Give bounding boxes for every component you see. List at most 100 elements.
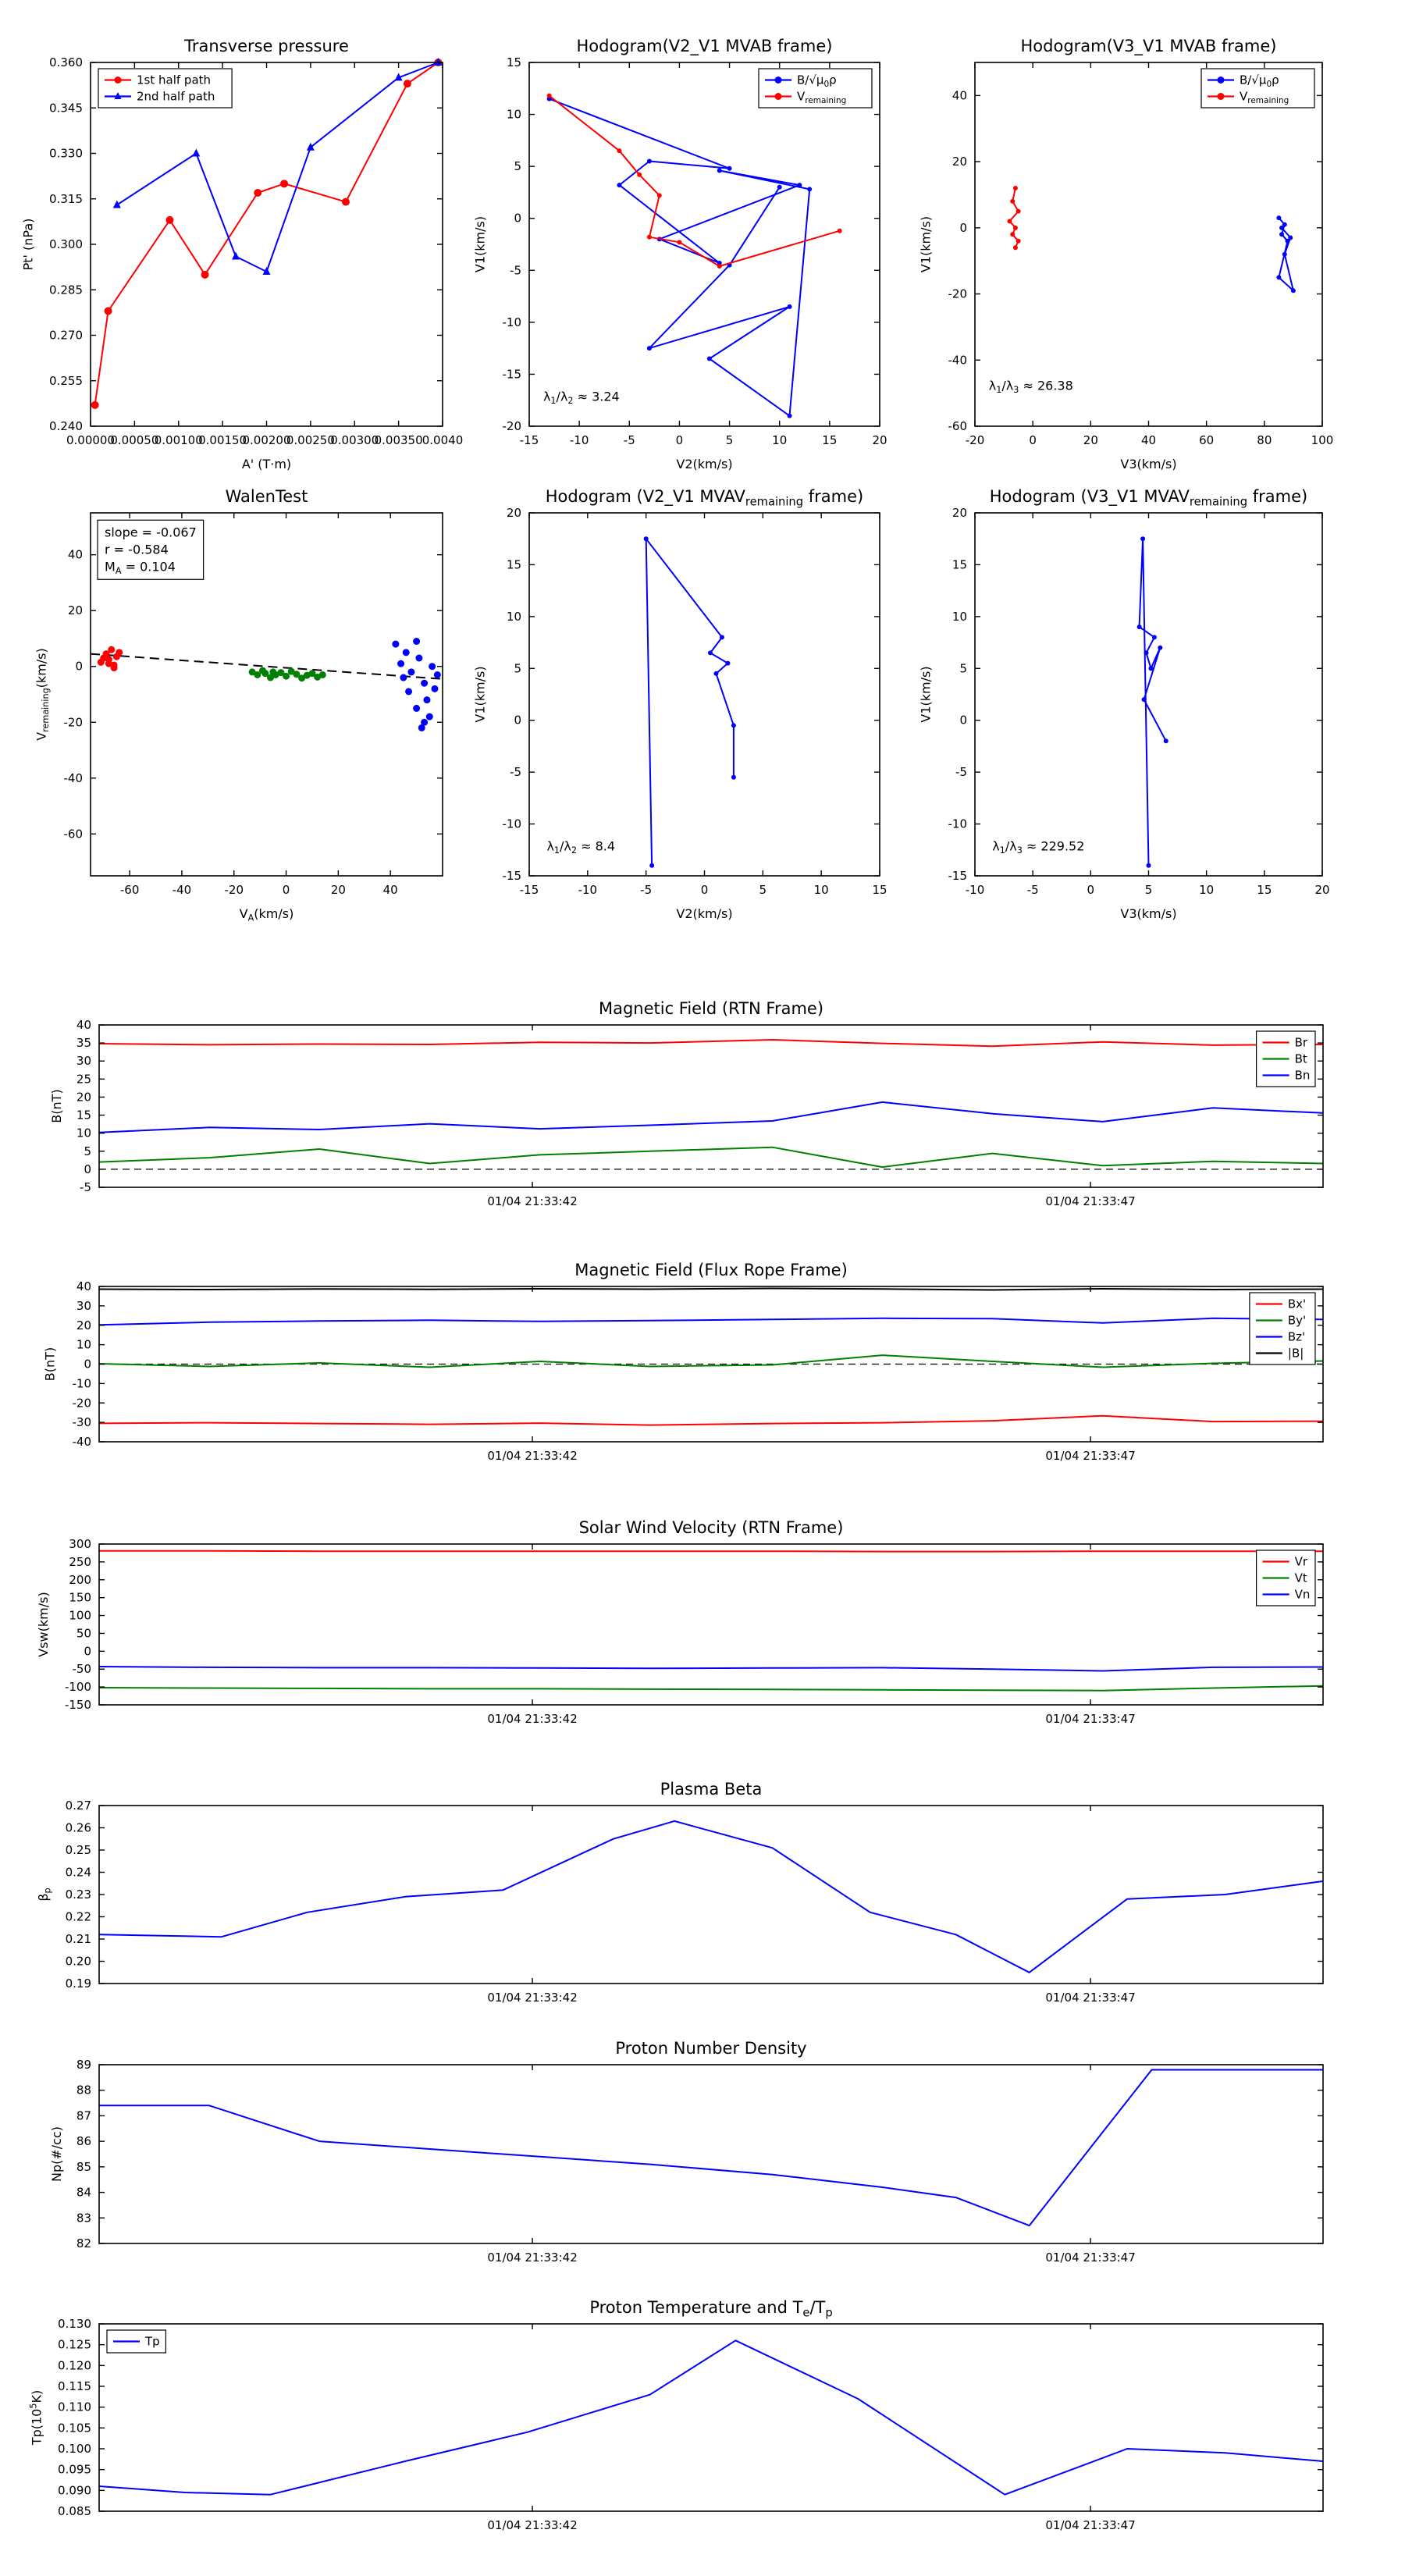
svg-text:89: 89	[76, 2058, 91, 2072]
svg-text:10: 10	[952, 610, 967, 624]
svg-text:0.27: 0.27	[66, 1799, 91, 1813]
svg-text:0: 0	[75, 660, 83, 674]
svg-text:-5: -5	[955, 765, 967, 779]
svg-text:0: 0	[84, 1644, 91, 1658]
svg-text:0.00000: 0.00000	[66, 433, 115, 447]
svg-text:5: 5	[84, 1144, 91, 1158]
svg-text:MA = 0.104: MA = 0.104	[105, 559, 176, 576]
svg-text:40: 40	[952, 88, 967, 102]
svg-text:0: 0	[514, 212, 521, 226]
svg-text:λ1/λ3 ≈ 26.38: λ1/λ3 ≈ 26.38	[989, 378, 1073, 395]
svg-text:0.255: 0.255	[49, 374, 83, 388]
svg-text:V2(km/s): V2(km/s)	[676, 457, 732, 471]
svg-text:5: 5	[726, 433, 734, 447]
svg-text:0: 0	[701, 883, 709, 897]
svg-text:0.130: 0.130	[58, 2317, 91, 2331]
svg-text:30: 30	[76, 1299, 91, 1313]
svg-text:0.26: 0.26	[66, 1821, 91, 1835]
svg-text:-20: -20	[224, 883, 244, 897]
svg-text:0.285: 0.285	[49, 283, 83, 297]
svg-text:25: 25	[76, 1072, 91, 1086]
svg-text:-5: -5	[1027, 883, 1039, 897]
svg-text:B/√μ0ρ: B/√μ0ρ	[797, 73, 837, 89]
svg-text:0.090: 0.090	[58, 2483, 91, 2497]
svg-text:0.315: 0.315	[49, 192, 83, 206]
svg-text:01/04 21:33:42: 01/04 21:33:42	[487, 2518, 577, 2532]
svg-text:Hodogram (V3_V1 MVAVremaining: Hodogram (V3_V1 MVAVremaining frame)	[990, 487, 1307, 509]
svg-text:87: 87	[76, 2108, 91, 2122]
svg-text:-50: -50	[73, 1662, 92, 1676]
svg-text:Vremaining: Vremaining	[797, 90, 846, 105]
svg-text:0.270: 0.270	[49, 329, 83, 343]
svg-text:20: 20	[872, 433, 887, 447]
svg-text:By': By'	[1288, 1314, 1306, 1328]
svg-text:0.00050: 0.00050	[110, 433, 158, 447]
svg-text:-40: -40	[948, 353, 968, 367]
chart-proton-temperature: 01/04 21:33:42 01/04 21:33:47 0.085 0.090 0.…	[28, 2298, 1324, 2532]
svg-text:10: 10	[76, 1338, 91, 1352]
svg-text:35: 35	[76, 1036, 91, 1050]
svg-text:Bt: Bt	[1295, 1052, 1307, 1066]
svg-text:80: 80	[1257, 433, 1272, 447]
svg-text:V1(km/s): V1(km/s)	[473, 666, 488, 722]
svg-text:Vr: Vr	[1295, 1555, 1308, 1569]
svg-text:150: 150	[69, 1591, 91, 1605]
svg-text:0.19: 0.19	[66, 1976, 91, 1991]
svg-text:01/04 21:33:42: 01/04 21:33:42	[487, 1712, 577, 1726]
svg-text:-20: -20	[64, 715, 84, 729]
svg-text:Vn: Vn	[1295, 1588, 1311, 1602]
svg-text:0: 0	[283, 883, 290, 897]
svg-text:βp: βp	[36, 1888, 53, 1901]
svg-text:A' (T·m): A' (T·m)	[242, 457, 291, 471]
svg-text:0: 0	[959, 713, 967, 728]
svg-text:-30: -30	[73, 1415, 92, 1429]
svg-text:-60: -60	[948, 419, 968, 433]
svg-text:100: 100	[1311, 433, 1334, 447]
svg-text:λ1/λ3 ≈ 229.52: λ1/λ3 ≈ 229.52	[992, 838, 1084, 856]
svg-text:V3(km/s): V3(km/s)	[1120, 457, 1176, 471]
svg-text:0.095: 0.095	[58, 2463, 91, 2477]
svg-text:01/04 21:33:47: 01/04 21:33:47	[1045, 1991, 1135, 2005]
svg-text:0.22: 0.22	[66, 1910, 91, 1924]
svg-text:slope = -0.067: slope = -0.067	[105, 525, 197, 539]
svg-text:-10: -10	[503, 817, 522, 831]
svg-text:250: 250	[69, 1555, 91, 1569]
svg-text:01/04 21:33:47: 01/04 21:33:47	[1045, 2250, 1135, 2265]
svg-text:20: 20	[331, 883, 346, 897]
svg-text:-60: -60	[120, 883, 140, 897]
svg-text:0.300: 0.300	[49, 237, 83, 251]
svg-text:01/04 21:33:47: 01/04 21:33:47	[1045, 1449, 1135, 1463]
svg-text:0: 0	[959, 221, 967, 235]
svg-text:15: 15	[822, 433, 837, 447]
svg-text:5: 5	[514, 159, 521, 173]
svg-text:0.00350: 0.00350	[375, 433, 423, 447]
svg-text:Tp(105K): Tp(105K)	[28, 2390, 44, 2446]
svg-text:-5: -5	[510, 765, 521, 779]
svg-text:Solar Wind Velocity (RTN Frame: Solar Wind Velocity (RTN Frame)	[579, 1518, 844, 1537]
svg-text:0.00300: 0.00300	[330, 433, 379, 447]
svg-text:0: 0	[84, 1162, 91, 1176]
svg-text:-40: -40	[64, 771, 84, 785]
svg-text:λ1/λ2 ≈ 8.4: λ1/λ2 ≈ 8.4	[546, 838, 615, 856]
svg-text:Hodogram(V3_V1 MVAB frame): Hodogram(V3_V1 MVAB frame)	[1021, 37, 1277, 56]
svg-text:0.23: 0.23	[66, 1888, 91, 1902]
svg-text:|B|: |B|	[1288, 1347, 1304, 1361]
svg-text:Proton Number Density: Proton Number Density	[615, 2039, 806, 2058]
svg-text:-150: -150	[65, 1698, 91, 1712]
svg-text:Vremaining(km/s): Vremaining(km/s)	[34, 648, 52, 741]
svg-text:20: 20	[1314, 883, 1329, 897]
svg-text:0.00200: 0.00200	[242, 433, 290, 447]
svg-text:10: 10	[1199, 883, 1214, 897]
svg-text:0.20: 0.20	[66, 1955, 91, 1969]
svg-text:40: 40	[76, 1279, 91, 1293]
svg-text:20: 20	[76, 1318, 91, 1332]
svg-text:V3(km/s): V3(km/s)	[1120, 906, 1176, 921]
svg-text:01/04 21:33:42: 01/04 21:33:42	[487, 1991, 577, 2005]
svg-text:-10: -10	[578, 883, 598, 897]
svg-text:01/04 21:33:47: 01/04 21:33:47	[1045, 1194, 1135, 1208]
svg-text:0: 0	[1029, 433, 1037, 447]
svg-text:-5: -5	[80, 1180, 91, 1194]
svg-text:01/04 21:33:47: 01/04 21:33:47	[1045, 1712, 1135, 1726]
svg-text:-20: -20	[948, 287, 968, 301]
